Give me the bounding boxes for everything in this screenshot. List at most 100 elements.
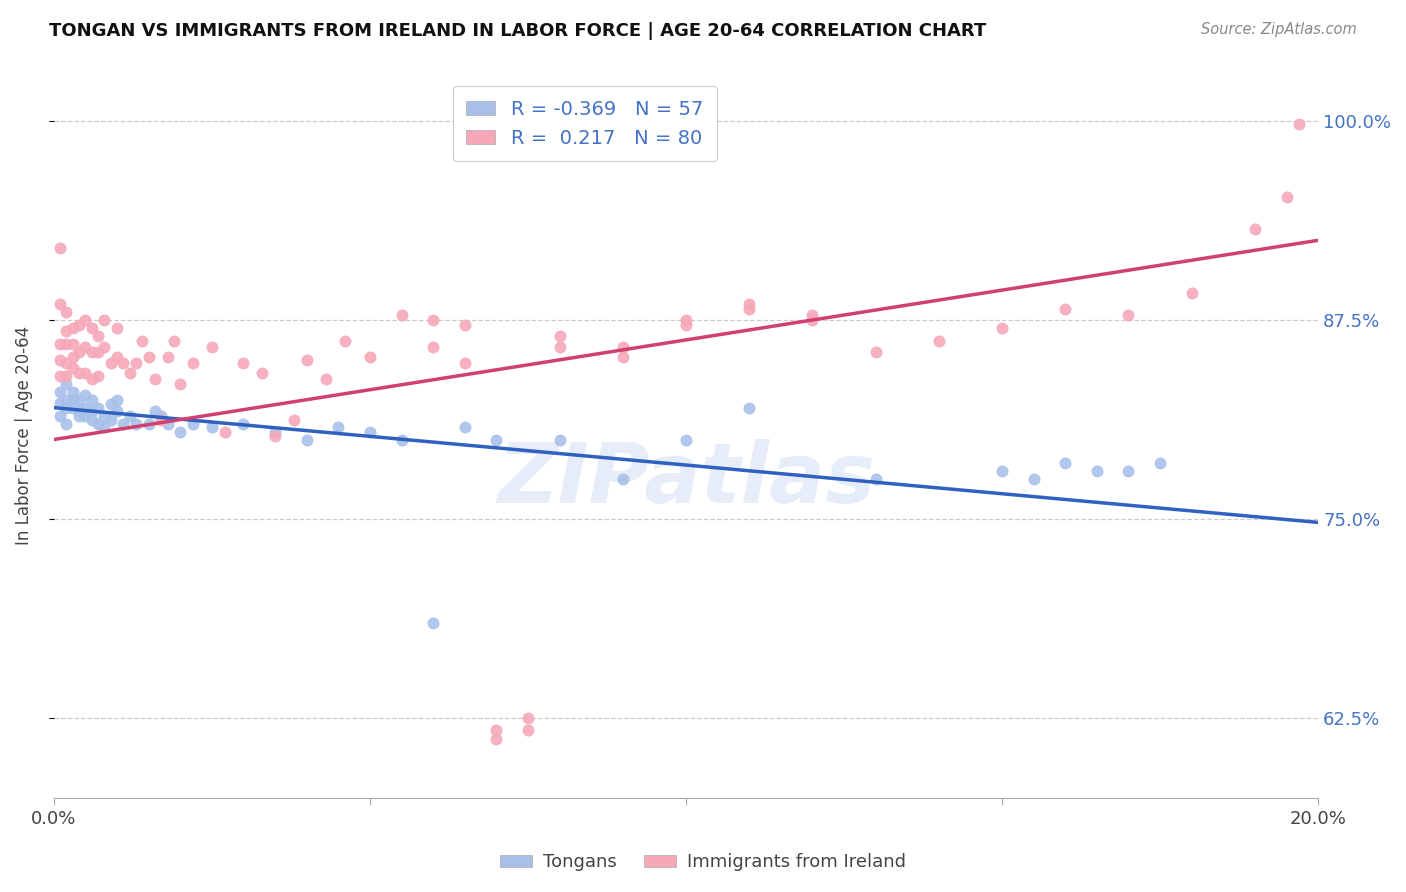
Point (865, 344, 887, 359)
Point (201, 340, 224, 354)
Point (422, 313, 444, 327)
Point (516, 723, 538, 737)
Point (1054, 457, 1077, 471)
Point (612, 350, 634, 364)
Point (422, 615, 444, 630)
Point (93, 340, 115, 354)
Point (214, 425, 236, 439)
Point (75, 388, 97, 402)
Point (359, 425, 381, 439)
Point (422, 340, 444, 354)
Point (49, 337, 72, 351)
Point (485, 433, 508, 447)
Point (80, 321, 103, 335)
Point (62, 350, 84, 364)
Y-axis label: In Labor Force | Age 20-64: In Labor Force | Age 20-64 (15, 326, 32, 545)
Point (62, 401, 84, 415)
Point (93, 313, 115, 327)
Point (391, 433, 413, 447)
Point (75, 340, 97, 354)
Point (62, 360, 84, 375)
Point (150, 413, 173, 427)
Point (138, 350, 160, 364)
Point (315, 372, 337, 386)
Point (1181, 285, 1204, 300)
Point (169, 376, 191, 391)
Point (100, 413, 122, 427)
Point (87, 417, 110, 431)
Text: Source: ZipAtlas.com: Source: ZipAtlas.com (1201, 22, 1357, 37)
Point (181, 417, 204, 431)
Point (612, 340, 634, 354)
Point (87, 329, 110, 343)
Text: TONGAN VS IMMIGRANTS FROM IRELAND IN LABOR FORCE | AGE 20-64 CORRELATION CHART: TONGAN VS IMMIGRANTS FROM IRELAND IN LAB… (49, 22, 987, 40)
Point (738, 401, 761, 415)
Point (80, 372, 103, 386)
Point (612, 472, 634, 486)
Point (55, 376, 77, 391)
Point (100, 397, 122, 411)
Point (55, 368, 77, 383)
Point (75, 401, 97, 415)
Point (163, 334, 186, 348)
Point (118, 409, 141, 423)
Point (454, 318, 477, 332)
Point (1244, 222, 1267, 236)
Point (1085, 464, 1108, 478)
Point (232, 417, 254, 431)
Point (55, 417, 77, 431)
Point (143, 372, 166, 386)
Point (264, 429, 287, 443)
Point (801, 313, 824, 327)
Point (87, 401, 110, 415)
Point (295, 352, 318, 367)
Point (112, 417, 135, 431)
Point (485, 732, 508, 747)
Point (67, 409, 90, 423)
Point (75, 313, 97, 327)
Point (138, 417, 160, 431)
Point (169, 425, 191, 439)
Point (516, 711, 538, 725)
Point (1275, 190, 1298, 204)
Point (548, 329, 571, 343)
Point (1118, 464, 1140, 478)
Point (252, 366, 274, 380)
Point (143, 404, 166, 418)
Point (55, 356, 77, 370)
Point (67, 366, 90, 380)
Point (105, 392, 128, 407)
Point (675, 433, 697, 447)
Point (67, 392, 90, 407)
Point (87, 344, 110, 359)
Point (55, 401, 77, 415)
Point (131, 334, 153, 348)
Point (125, 356, 148, 370)
Point (49, 384, 72, 399)
Point (93, 419, 115, 434)
Point (991, 464, 1014, 478)
Point (118, 366, 141, 380)
Point (232, 356, 254, 370)
Point (1022, 472, 1045, 486)
Legend: R = -0.369   N = 57, R =  0.217   N = 80: R = -0.369 N = 57, R = 0.217 N = 80 (453, 87, 717, 161)
Point (264, 425, 287, 439)
Point (125, 417, 148, 431)
Point (62, 337, 84, 351)
Point (181, 356, 204, 370)
Point (295, 433, 318, 447)
Point (283, 413, 305, 427)
Point (801, 308, 824, 322)
Point (100, 356, 122, 370)
Point (62, 392, 84, 407)
Point (49, 368, 72, 383)
Point (49, 396, 72, 410)
Point (485, 723, 508, 737)
Point (80, 344, 103, 359)
Point (201, 419, 224, 434)
Point (333, 334, 356, 348)
Point (93, 409, 115, 423)
Point (80, 404, 103, 418)
Point (675, 313, 697, 327)
Point (80, 413, 103, 427)
